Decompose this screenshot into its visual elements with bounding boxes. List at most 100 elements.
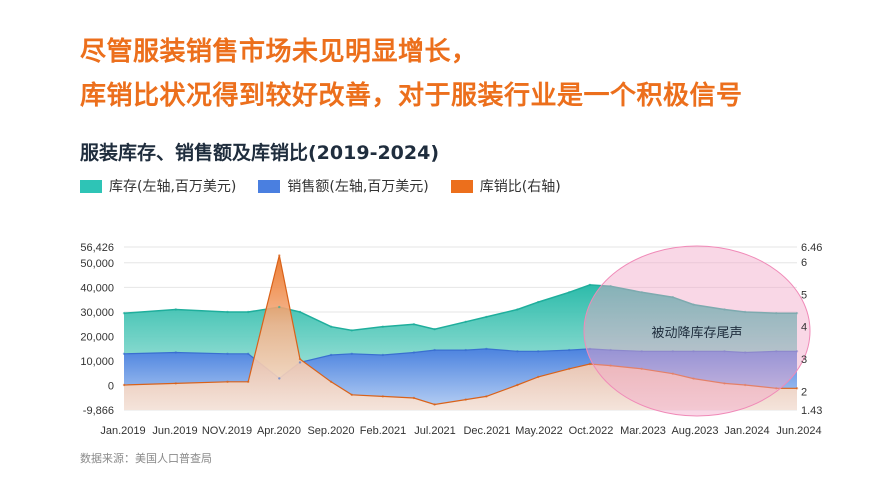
sales-point-15 xyxy=(568,348,571,352)
annotation-label: 被动降库存尾声 xyxy=(651,325,742,341)
inventory-point-13 xyxy=(516,308,519,311)
sales-point-16 xyxy=(588,347,592,351)
ratio-point-9 xyxy=(412,396,416,400)
ratio-point-13 xyxy=(516,383,519,387)
inventory-point-22 xyxy=(744,310,747,314)
chart-legend: 库存(左轴,百万美元) 销售额(左轴,百万美元) 库销比(右轴) xyxy=(80,176,561,196)
ratio-point-12 xyxy=(485,395,488,398)
ratio-area xyxy=(124,255,797,410)
y-right-tick-6: 1.43 xyxy=(801,405,822,417)
highlight-ellipse xyxy=(583,245,811,417)
x-tick-4: Sep.2020 xyxy=(307,425,354,437)
inventory-point-14 xyxy=(537,300,540,304)
ratio-point-10 xyxy=(433,403,436,406)
legend-swatch-ratio xyxy=(450,179,473,193)
sales-point-17 xyxy=(609,348,612,352)
sales-point-23 xyxy=(775,350,778,353)
ratio-point-7 xyxy=(350,393,353,396)
y-left-tick-4: 20,000 xyxy=(80,332,114,344)
inventory-point-21 xyxy=(723,308,726,311)
ratio-point-21 xyxy=(723,382,726,385)
inventory-point-16 xyxy=(588,283,592,287)
ratio-point-24 xyxy=(795,387,799,390)
y-left-tick-3: 30,000 xyxy=(80,307,114,319)
x-tick-3: Apr.2020 xyxy=(257,425,301,437)
sales-point-5 xyxy=(298,361,302,364)
ratio-point-6 xyxy=(329,380,333,383)
inventory-point-24 xyxy=(795,312,799,315)
x-tick-9: Oct.2022 xyxy=(569,425,614,437)
ratio-point-22 xyxy=(744,383,747,387)
x-tick-0: Jan.2019 xyxy=(100,425,145,437)
source-note: 数据来源：美国人口普查局 xyxy=(80,452,212,465)
headline-line-2: 库销比状况得到较好改善，对于服装行业是一个积极信号 xyxy=(80,81,743,111)
ratio-point-5 xyxy=(298,357,302,361)
ratio-point-23 xyxy=(775,387,778,390)
inventory-point-10 xyxy=(433,328,436,331)
sales-point-9 xyxy=(412,351,416,354)
inventory-point-1 xyxy=(174,308,177,311)
inventory-point-3 xyxy=(247,310,250,314)
inventory-point-17 xyxy=(609,285,612,288)
inventory-point-15 xyxy=(568,291,571,294)
ratio-point-3 xyxy=(247,380,250,383)
sales-point-10 xyxy=(433,348,436,352)
x-tick-12: Jan.2024 xyxy=(724,425,769,437)
ratio-point-2 xyxy=(226,380,229,383)
legend-item-inventory: 库存(左轴,百万美元) xyxy=(80,176,236,196)
ratio-point-11 xyxy=(464,398,467,401)
sales-point-13 xyxy=(516,350,519,353)
x-tick-6: Jul.2021 xyxy=(414,425,456,437)
inventory-point-23 xyxy=(775,312,778,315)
x-tick-11: Aug.2023 xyxy=(671,425,718,437)
y-right-tick-3: 4 xyxy=(801,322,807,334)
y-right-tick-0: 6.46 xyxy=(801,242,822,254)
y-right-tick-1: 6 xyxy=(801,257,807,269)
sales-point-0 xyxy=(122,352,126,355)
sales-point-7 xyxy=(350,352,353,355)
sales-point-14 xyxy=(537,350,540,353)
sales-point-11 xyxy=(464,348,467,352)
sales-point-2 xyxy=(226,352,229,355)
ratio-point-18 xyxy=(640,367,643,370)
ratio-point-17 xyxy=(609,364,612,367)
legend-item-ratio: 库销比(右轴) xyxy=(450,176,561,196)
sales-point-18 xyxy=(640,350,643,353)
ratio-point-4 xyxy=(278,254,281,257)
inventory-point-4 xyxy=(278,305,281,309)
headline-line-1: 尽管服装销售市场未见明显增长， xyxy=(80,37,478,67)
x-tick-10: Mar.2023 xyxy=(620,425,666,437)
legend-item-sales: 销售额(左轴,百万美元) xyxy=(258,176,429,196)
y-left-tick-6: 0 xyxy=(108,381,114,393)
chart-title: 服装库存、销售额及库销比(2019-2024) xyxy=(80,142,440,164)
sales-point-12 xyxy=(485,347,488,351)
sales-point-21 xyxy=(723,350,726,353)
sales-point-22 xyxy=(744,351,747,354)
y-left-tick-1: 50,000 xyxy=(80,258,114,270)
inventory-point-18 xyxy=(640,291,643,294)
sales-point-19 xyxy=(671,350,674,353)
inventory-point-19 xyxy=(671,296,674,299)
sales-point-8 xyxy=(381,353,384,357)
y-left-tick-0: 56,426 xyxy=(80,242,114,254)
x-tick-8: May.2022 xyxy=(515,425,563,437)
inventory-point-12 xyxy=(485,315,488,319)
sales-point-6 xyxy=(329,353,333,357)
sales-point-4 xyxy=(278,377,281,380)
x-tick-1: Jun.2019 xyxy=(152,425,197,437)
inventory-point-11 xyxy=(464,320,467,323)
y-left-tick-5: 10,000 xyxy=(80,356,114,368)
legend-label-sales: 销售额(左轴,百万美元) xyxy=(287,179,429,195)
ratio-point-16 xyxy=(588,362,592,366)
ratio-point-1 xyxy=(174,382,177,385)
y-left-tick-7: -9,866 xyxy=(83,405,114,417)
sales-point-24 xyxy=(795,350,799,353)
ratio-point-8 xyxy=(381,395,384,398)
x-tick-13: Jun.2024 xyxy=(776,425,821,437)
y-right-tick-4: 3 xyxy=(801,354,807,366)
headline: 尽管服装销售市场未见明显增长， 库销比状况得到较好改善，对于服装行业是一个积极信… xyxy=(80,30,743,118)
sales-point-20 xyxy=(692,350,695,353)
inventory-point-0 xyxy=(122,312,126,315)
ratio-point-20 xyxy=(692,377,695,380)
